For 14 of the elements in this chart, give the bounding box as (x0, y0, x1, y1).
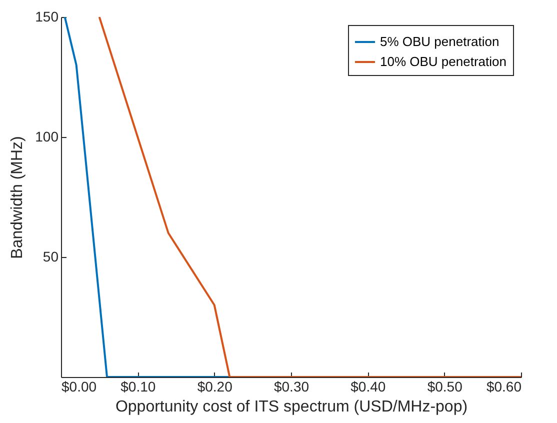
x-tick-label: $0.30 (274, 378, 310, 394)
x-tick-label: $0.60 (486, 378, 522, 394)
x-tick-label: $0.20 (197, 378, 233, 394)
legend-label: 10% OBU penetration (380, 54, 506, 69)
y-axis-title: Bandwidth (MHz) (9, 136, 26, 259)
x-tick-label: $0.10 (120, 378, 156, 394)
y-tick-label: 150 (35, 8, 59, 24)
x-axis-title: Opportunity cost of ITS spectrum (USD/MHz-pop) (115, 398, 468, 416)
y-tick-label: 100 (35, 128, 59, 144)
legend-label: 5% OBU penetration (380, 34, 500, 49)
x-tick-label: $0.40 (350, 378, 386, 394)
x-tick-label: $0.00 (62, 378, 97, 394)
x-tick-label: $0.50 (427, 378, 463, 394)
y-tick-label: 50 (42, 248, 59, 264)
